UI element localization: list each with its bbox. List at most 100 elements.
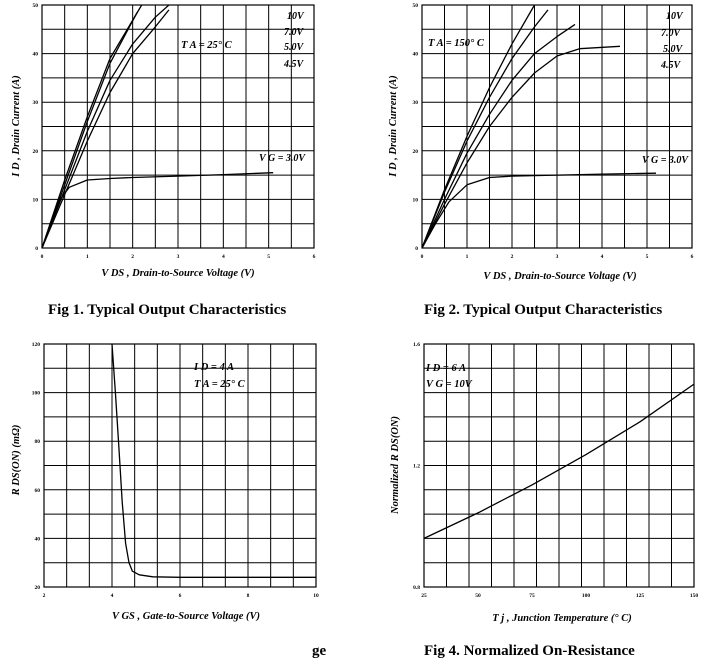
caption-fig2: Fig 2. Typical Output Characteristics [424,302,663,318]
y-axis-label: R DS(ON) (mΩ) [11,425,22,497]
annotation: V G = 10V [426,379,473,390]
y-tick-label: 50 [33,3,39,9]
x-tick-label: 0 [41,254,44,260]
x-tick-label: 2 [511,254,514,260]
x-tick-label: 150 [690,593,699,599]
chart-fig2: 0 1 2 3 4 5 6 0 10 20 30 40 50 V DS , Drain-to-Source… [388,3,694,282]
grid [424,344,694,587]
caption-fig1: Fig 1. Typical Output Characteristics [48,302,287,318]
y-tick-label: 0 [415,246,418,252]
x-tick-label: 5 [267,254,270,260]
series-label: V G = 3.0V [259,153,306,164]
series-label: 10V [287,11,305,22]
plot-frame [41,4,315,249]
x-tick-label: 4 [222,254,225,260]
y-tick-label: 10 [413,197,419,203]
caption-fig3: ge [312,643,327,659]
y-tick-label: 10 [33,197,39,203]
x-axis-label: V DS , Drain-to-Source Voltage (V) [101,268,254,279]
plot-frame [423,343,695,588]
x-tick-label: 4 [111,593,114,599]
series-line-1 [111,343,316,578]
series-line-4 [41,9,170,249]
chart-fig1: 0 1 2 3 4 5 6 0 10 20 30 40 50 V DS , Drain-to-Source… [11,3,316,279]
annotation: I D = 4 A [193,362,234,373]
x-tick-label: 1 [86,254,89,260]
y-tick-label: 0.8 [413,585,420,591]
grid [42,5,314,248]
series-label: 5.0V [284,42,305,53]
x-tick-label: 3 [556,254,559,260]
y-tick-label: 40 [35,536,41,542]
x-tick-label: 2 [131,254,134,260]
y-tick-label: 50 [413,3,419,9]
x-tick-label: 25 [421,593,427,599]
series-line-3 [421,23,576,249]
y-axis-label: I D , Drain Current (A) [11,75,22,178]
annotation: T A = 25° C [181,40,233,51]
x-tick-label: 125 [636,593,645,599]
y-tick-label: 120 [32,342,41,348]
y-tick-label: 40 [33,52,39,58]
series-line-5 [421,172,657,249]
x-axis-label: V DS , Drain-to-Source Voltage (V) [483,271,636,282]
annotation: T A = 150° C [428,38,485,49]
series-line-1 [41,4,143,249]
y-tick-label: 0 [35,246,38,252]
x-tick-label: 0 [421,254,424,260]
series-label: 7.0V [284,27,305,38]
x-tick-label: 8 [247,593,250,599]
series-label: 4.5V [283,59,305,70]
y-tick-label: 30 [33,100,39,106]
plot-frame [421,4,693,249]
y-tick-label: 80 [35,439,41,445]
y-tick-label: 20 [33,149,39,155]
y-tick-label: 40 [413,52,419,58]
x-axis-label: V GS , Gate-to-Source Voltage (V) [112,611,260,622]
chart-fig3: 2 4 6 8 10 20 40 60 80 100 120 V GS , Gate-to-Sourc… [11,342,319,622]
grid [44,344,316,587]
plot-frame [43,343,317,588]
chart-panel-fig4: 25 50 75 100 125 150 0.8 1.2 1.6 T j , Junction T… [372,335,707,630]
x-tick-label: 6 [179,593,182,599]
series-label: V G = 3.0V [642,155,689,166]
x-tick-label: 2 [43,593,46,599]
x-tick-label: 3 [177,254,180,260]
x-axis-label: T j , Junction Temperature (° C) [492,613,631,624]
annotation: T A = 25° C [194,379,246,390]
x-tick-label: 6 [691,254,694,260]
x-tick-label: 5 [646,254,649,260]
x-tick-label: 6 [313,254,316,260]
series-line-1 [423,383,695,539]
x-tick-label: 50 [475,593,481,599]
annotation: I D = 6 A [425,363,466,374]
x-tick-label: 75 [529,593,535,599]
series-line-3 [41,4,170,249]
grid [422,5,692,248]
y-tick-label: 1.6 [413,342,420,348]
y-tick-label: 100 [32,391,41,397]
chart-panel-fig1: 0 1 2 3 4 5 6 0 10 20 30 40 50 V DS , Drain-to-Source… [0,0,340,292]
y-axis-label: Normalized R DS(ON) [390,416,401,515]
y-tick-label: 30 [413,100,419,106]
x-tick-label: 4 [601,254,604,260]
series-line-5 [41,172,274,249]
series-line-1 [421,4,536,249]
series-label: 5.0V [663,44,684,55]
chart-panel-fig3: 2 4 6 8 10 20 40 60 80 100 120 V GS , Gate-to-Sourc… [0,335,340,630]
y-tick-label: 20 [413,149,419,155]
series-line-2 [421,9,549,249]
caption-fig4: Fig 4. Normalized On-Resistance [424,643,635,659]
x-tick-label: 1 [466,254,469,260]
series-label: 4.5V [660,60,682,71]
x-tick-label: 10 [313,593,319,599]
x-tick-label: 100 [582,593,591,599]
series-line-4 [421,45,621,249]
y-tick-label: 60 [35,488,41,494]
y-tick-label: 1.2 [413,464,420,470]
chart-fig4: 25 50 75 100 125 150 0.8 1.2 1.6 T j , Junction T… [390,342,699,624]
y-tick-label: 20 [35,585,41,591]
series-label: 10V [666,11,684,22]
y-axis-label: I D , Drain Current (A) [388,75,399,178]
chart-panel-fig2: 0 1 2 3 4 5 6 0 10 20 30 40 50 V DS , Drain-to-Source… [372,0,707,292]
